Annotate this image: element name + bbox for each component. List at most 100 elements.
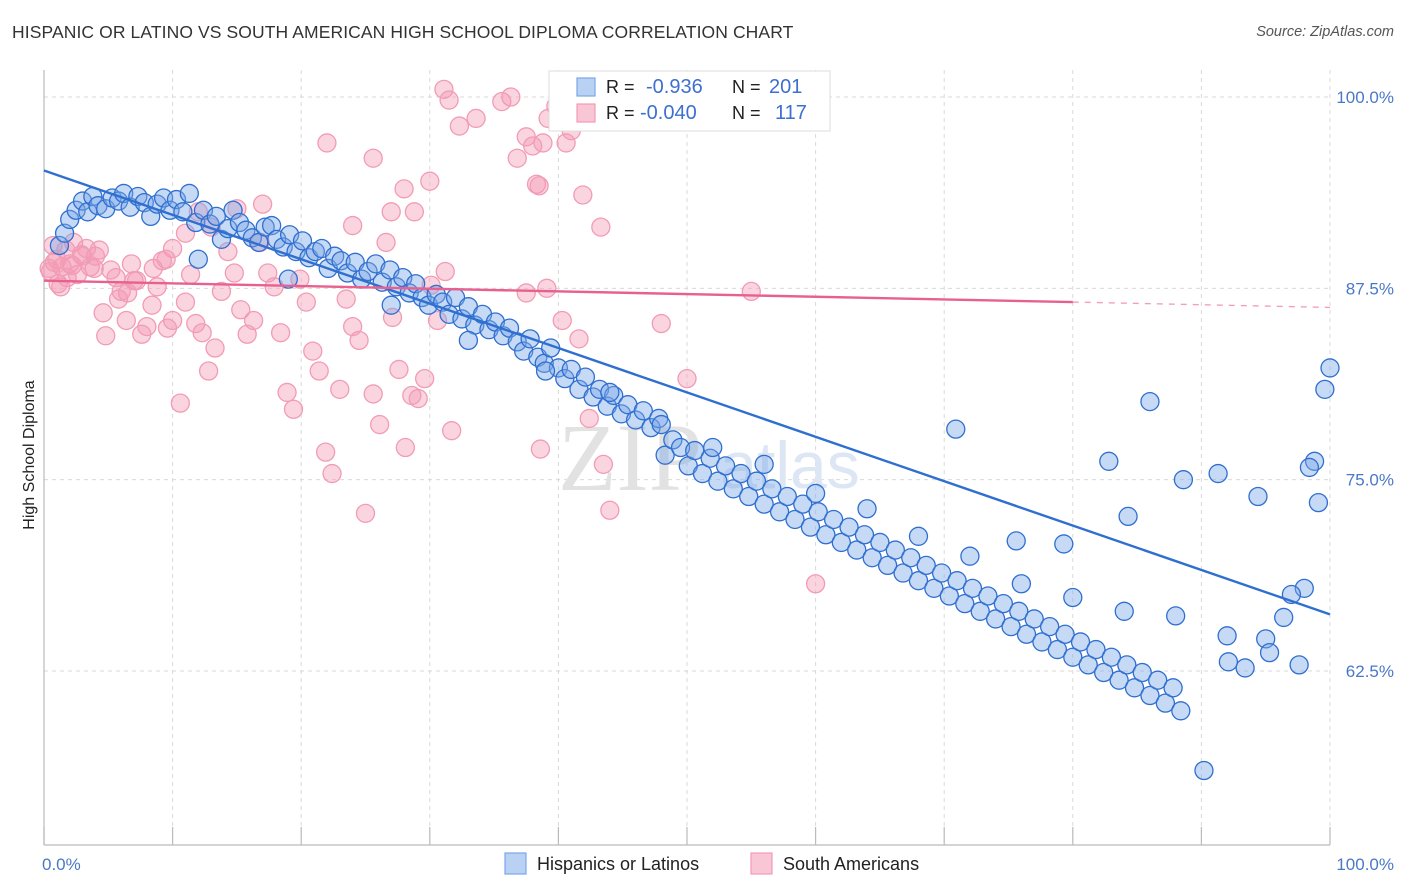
legend-bottom-label-south-americans: South Americans xyxy=(783,854,919,874)
blue-point-72 xyxy=(514,341,534,361)
pink-point-53 xyxy=(336,289,356,309)
pink-point-70 xyxy=(317,133,337,153)
legend-n-label-pink: N = xyxy=(732,103,761,123)
blue-point-173 xyxy=(1011,574,1032,594)
pink-point-67 xyxy=(427,310,448,331)
blue-point-160 xyxy=(188,249,208,269)
source-label: Source: ZipAtlas.com xyxy=(1256,24,1394,40)
blue-point-45 xyxy=(331,251,351,271)
pink-point-48 xyxy=(303,341,323,361)
blue-point-127 xyxy=(924,578,944,598)
blue-point-137 xyxy=(1001,616,1021,637)
pink-point-102 xyxy=(600,500,620,520)
blue-point-25 xyxy=(206,206,226,227)
pink-point-85 xyxy=(533,133,553,153)
blue-point-138 xyxy=(1009,601,1029,621)
pink-point-74 xyxy=(342,215,363,236)
pink-point-55 xyxy=(349,330,369,351)
pink-point-32 xyxy=(198,361,219,381)
blue-point-99 xyxy=(708,471,728,491)
pink-point-45 xyxy=(283,399,304,419)
axes xyxy=(43,70,1331,846)
pink-point-69 xyxy=(442,421,462,441)
pink-point-18 xyxy=(121,254,142,274)
pink-point-17 xyxy=(116,310,136,331)
blue-point-122 xyxy=(885,540,905,560)
blue-point-94 xyxy=(670,437,691,458)
pink-point-65 xyxy=(415,368,435,389)
blue-point-39 xyxy=(292,231,313,251)
blue-point-135 xyxy=(985,609,1006,629)
blue-point-49 xyxy=(358,261,378,282)
blue-point-150 xyxy=(1101,647,1122,667)
blue-point-29 xyxy=(229,212,250,233)
blue-point-4 xyxy=(72,191,93,211)
blue-point-104 xyxy=(746,471,767,491)
blue-point-155 xyxy=(1140,685,1160,706)
legend-bottom-label-hispanics: Hispanics or Latinos xyxy=(537,854,699,874)
blue-point-97 xyxy=(692,463,713,484)
pink-point-115 xyxy=(124,271,144,291)
blue-point-174 xyxy=(1063,587,1083,608)
pink-point-44 xyxy=(277,382,297,403)
pink-point-35 xyxy=(218,241,238,262)
pink-point-110 xyxy=(252,194,273,214)
y-axis-label: High School Diploma xyxy=(21,380,38,530)
blue-point-181 xyxy=(1218,652,1239,672)
blue-point-190 xyxy=(1099,451,1119,471)
blue-point-120 xyxy=(870,532,890,553)
blue-point-146 xyxy=(1070,632,1091,652)
pink-point-57 xyxy=(363,384,383,404)
blue-point-170 xyxy=(857,499,877,519)
pink-point-81 xyxy=(492,91,512,112)
pink-point-97 xyxy=(552,310,572,331)
pink-point-119 xyxy=(84,258,104,279)
pink-point-100 xyxy=(579,408,599,429)
blue-point-28 xyxy=(223,200,243,220)
legend-top: R = -0.936 N = 201 R = -0.040 N = 117 xyxy=(548,70,831,132)
blue-point-180 xyxy=(1194,760,1214,781)
blue-point-132 xyxy=(962,578,983,598)
blue-point-149 xyxy=(1094,662,1114,683)
blue-point-126 xyxy=(916,555,936,576)
blue-point-124 xyxy=(901,548,921,568)
blue-point-0 xyxy=(49,235,70,256)
y-tick-label-2: 87.5% xyxy=(1346,279,1394,298)
y-tick-labels: 62.5% 75.0% 87.5% 100.0% xyxy=(1336,88,1394,681)
series-south-americans xyxy=(39,79,826,594)
blue-point-139 xyxy=(1016,624,1037,644)
blue-point-156 xyxy=(1148,670,1168,690)
pink-point-78 xyxy=(439,90,459,110)
blue-point-133 xyxy=(970,601,990,621)
blue-point-182 xyxy=(1235,658,1255,678)
x-tick-label-1: 100.0% xyxy=(1336,855,1394,874)
blue-point-123 xyxy=(893,563,913,583)
blue-point-109 xyxy=(785,509,805,530)
blue-point-110 xyxy=(793,494,813,514)
pink-point-36 xyxy=(224,263,244,283)
blue-point-172 xyxy=(960,546,980,566)
watermark-zip: ZIP xyxy=(558,404,702,511)
y-tick-label-1: 75.0% xyxy=(1346,471,1394,490)
blue-point-165 xyxy=(600,382,620,403)
pink-point-34 xyxy=(211,281,232,302)
pink-point-98 xyxy=(569,329,589,349)
pink-point-90 xyxy=(507,148,527,168)
blue-point-159 xyxy=(1171,701,1191,721)
pink-point-49 xyxy=(309,361,329,381)
blue-point-167 xyxy=(703,437,723,458)
pink-point-114 xyxy=(143,258,163,279)
blue-point-131 xyxy=(955,594,975,614)
legend-bottom-swatch-blue xyxy=(504,852,527,875)
blue-point-140 xyxy=(1024,609,1044,629)
pink-point-12 xyxy=(89,240,109,260)
pink-point-61 xyxy=(389,359,409,380)
pink-point-62 xyxy=(395,437,416,458)
pink-point-33 xyxy=(205,338,225,358)
blue-point-105 xyxy=(754,494,774,514)
blue-point-148 xyxy=(1086,639,1106,660)
pink-point-94 xyxy=(591,217,611,237)
blue-point-166 xyxy=(651,414,671,435)
blue-point-175 xyxy=(1114,601,1134,621)
pink-point-105 xyxy=(741,281,761,302)
